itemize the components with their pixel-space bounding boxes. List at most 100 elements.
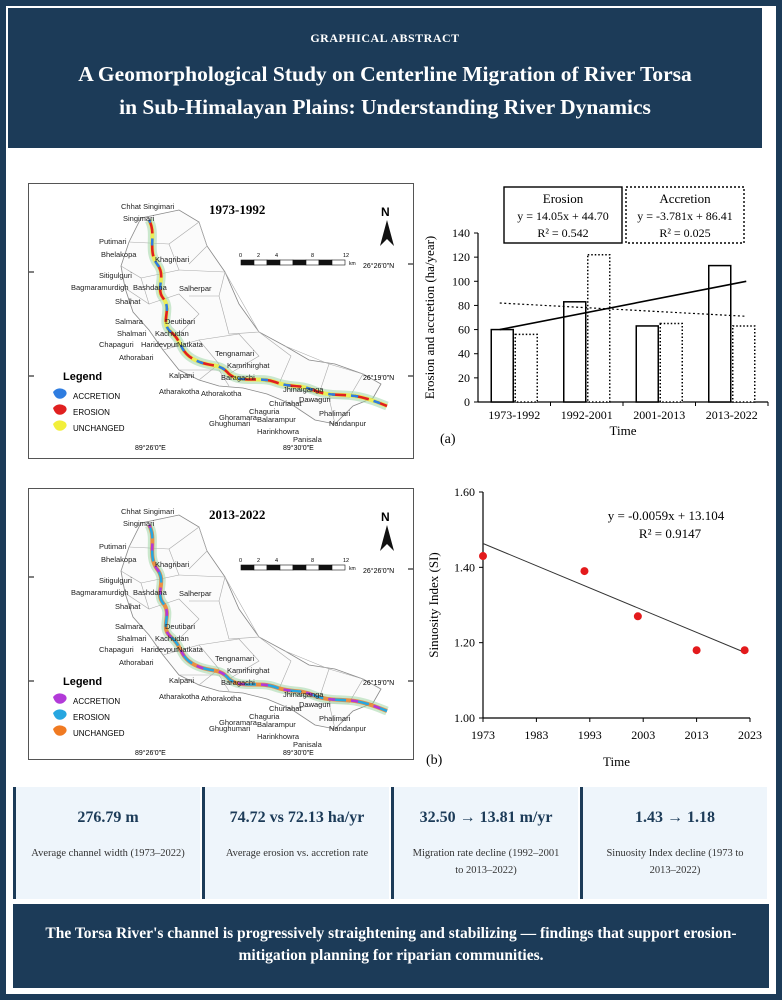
conclusion-text: The Torsa River's channel is progressive… [45, 925, 737, 964]
legend-label: UNCHANGED [73, 729, 125, 738]
r-squared-text: R² = 0.9147 [639, 526, 702, 541]
village-boundary [218, 576, 260, 640]
place-label: Harinkhowra [257, 427, 300, 436]
place-label: Shalhat [115, 297, 141, 306]
scale-tick: 8 [311, 558, 314, 564]
village-boundary [178, 269, 226, 297]
lat-label: 26°19'0"N [363, 374, 394, 382]
north-arrow-icon [380, 220, 394, 246]
place-label: Balarampur [257, 415, 296, 424]
equation-text: y = 14.05x + 44.70 [517, 209, 609, 223]
north-arrow-label: N [381, 205, 390, 219]
lat-label: 26°26'0"N [363, 567, 394, 575]
place-label: Salmara [115, 622, 144, 631]
panel-label: (b) [426, 753, 443, 768]
stat-card-erosion-accretion: 74.72 vs 72.13 ha/yr Average erosion vs.… [202, 787, 389, 899]
y-tick-label: 60 [458, 323, 470, 337]
sinuosity-point [692, 646, 701, 655]
erosion-bar [563, 301, 587, 403]
scale-bar-segment [279, 564, 294, 571]
river-accretion [147, 219, 388, 408]
place-label: Atharakotha [159, 387, 200, 396]
scale-tick: 2 [257, 558, 260, 564]
equation-title: Erosion [543, 191, 584, 206]
lat-label: 26°26'0"N [363, 262, 394, 270]
x-tick-label: 2013 [685, 728, 709, 742]
place-label: Ghoramara [219, 413, 258, 422]
lat-label: 26°19'0"N [363, 679, 394, 687]
legend-swatch [53, 420, 67, 431]
x-axis-title: Time [603, 754, 630, 769]
y-axis-title: Erosion and accretion (ha/year) [422, 236, 437, 400]
scale-bar-segment [331, 259, 346, 266]
place-label: Ghughumari [209, 724, 251, 733]
place-label: Atharakotha [159, 692, 200, 701]
equation-box [625, 186, 745, 244]
legend-swatch [53, 693, 67, 704]
place-label: Salherpar [179, 284, 212, 293]
river-accretion [147, 524, 388, 713]
scale-unit: km [349, 566, 356, 572]
x-tick-label: 2003 [631, 728, 655, 742]
lon-label: 89°26'0"E [135, 444, 166, 452]
scale-bar-segment [253, 259, 268, 266]
place-label: Bashdana [133, 588, 168, 597]
place-label: Kamrihirghat [227, 666, 270, 675]
place-label: Bashdana [133, 283, 168, 292]
river-map-1973-1992: Chhat Singimari Singimari Putimari Bhelakop… [29, 202, 413, 452]
y-tick-label: 1.20 [454, 636, 475, 650]
place-label: Kamrihirghat [227, 361, 270, 370]
stat-card-migration-rate: 32.50 → 13.81 m/yr Migration rate declin… [391, 787, 578, 899]
legend-swatch [53, 404, 67, 415]
erosion-bar [490, 328, 514, 403]
place-label: Jhinaiganga [283, 385, 324, 394]
scale-bar-segment [318, 564, 333, 571]
stat-value: 74.72 vs 72.13 ha/yr [229, 809, 365, 826]
place-label: Shalhat [115, 602, 141, 611]
r-squared-text: R² = 0.542 [537, 226, 588, 240]
place-label: Churiahat [269, 399, 302, 408]
erosion-bar [635, 325, 659, 403]
y-axis-title: Sinuosity Index (SI) [426, 552, 441, 657]
scale-bar-segment [253, 564, 268, 571]
x-tick-label: 2001-2013 [633, 408, 685, 422]
place-label: Haridevpur [141, 645, 178, 654]
map-panel-2013-2022: Chhat Singimari Singimari Putimari Bhelakop… [28, 488, 414, 760]
y-tick-label: 1.60 [454, 485, 475, 499]
stat-value: 276.79 m [77, 809, 139, 826]
legend-swatch [53, 709, 67, 720]
place-label: Churiahat [269, 704, 302, 713]
village-boundary [198, 638, 260, 680]
x-tick-label: 2023 [738, 728, 762, 742]
map-panel-1973-1992: Chhat Singimari Singimari Putimari Bhelakop… [28, 183, 414, 459]
scale-tick: 4 [275, 558, 278, 564]
north-arrow-label: N [381, 510, 390, 524]
village-boundary [198, 333, 260, 375]
accretion-trendline [499, 302, 747, 317]
scale-tick: 0 [239, 253, 242, 259]
north-arrow-icon [380, 525, 394, 551]
header-banner: GRAPHICAL ABSTRACT A Geomorphological St… [8, 8, 762, 148]
equation-title: Accretion [659, 191, 711, 206]
stat-value: 1.43 → 1.18 [635, 809, 715, 826]
place-label: Chhat Singimari [121, 202, 175, 211]
place-label: Chaguria [249, 712, 280, 721]
place-label: Panisala [293, 435, 323, 444]
place-label: Haridevpur [141, 340, 178, 349]
x-tick-label: 1983 [524, 728, 548, 742]
place-label: Nandanpur [329, 419, 367, 428]
scale-tick: 12 [343, 253, 349, 259]
village-boundary [218, 271, 260, 335]
erosion-accretion-chart: 0 20 40 60 80 100 120 140 1973-1992 1992-2001 2001… [418, 185, 774, 455]
village-boundary [120, 570, 150, 610]
place-label: Athorakotha [201, 389, 242, 398]
sinuosity-chart: 1.00 1.20 1.40 1.60 1973 1983 1993 2003 2013 2023… [418, 482, 774, 772]
x-tick-label: 1993 [578, 728, 602, 742]
place-label: Sitigulguri [99, 271, 132, 280]
scale-tick: 8 [311, 253, 314, 259]
r-squared-text: R² = 0.025 [659, 226, 710, 240]
scale-bar-segment [292, 564, 307, 571]
place-label: Dawaguri [299, 395, 331, 404]
scale-tick: 4 [275, 253, 278, 259]
y-tick-label: 0 [464, 395, 470, 409]
